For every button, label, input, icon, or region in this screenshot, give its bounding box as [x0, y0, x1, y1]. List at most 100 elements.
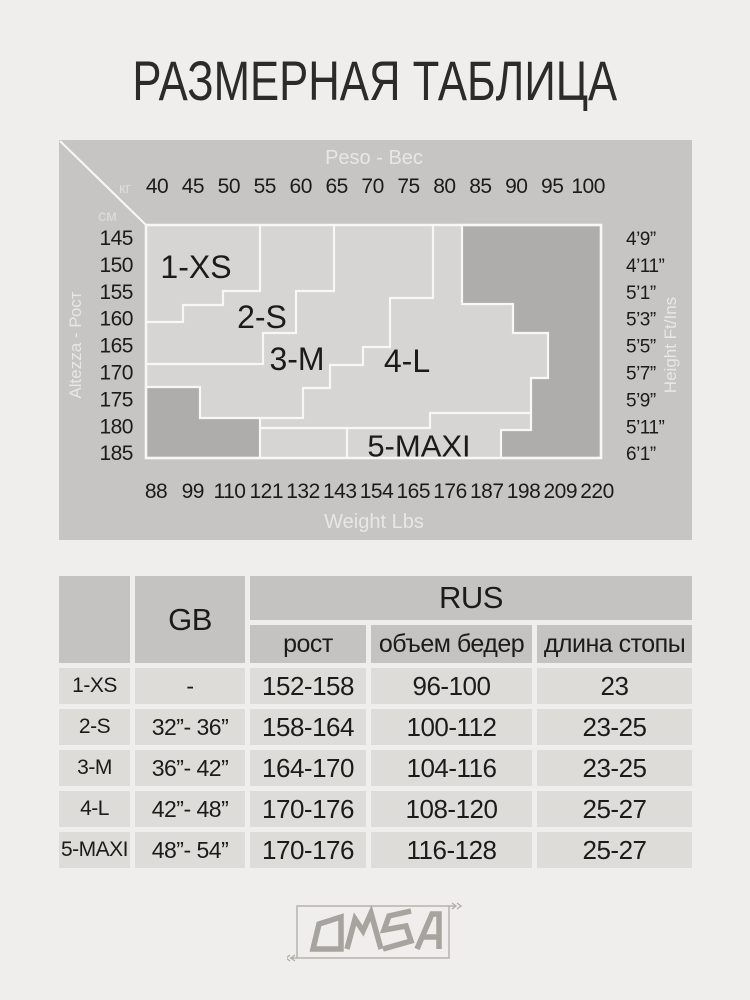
- zone-label-2s: 2-S: [237, 299, 287, 335]
- row-size-label: 3-M: [59, 750, 130, 786]
- kg-tick-label: 40: [146, 175, 168, 198]
- row-gb-value: 36”- 42”: [135, 750, 245, 786]
- lbs-tick-label: 121: [249, 480, 283, 503]
- right-axis-title: Height Ft/Ins: [661, 297, 680, 393]
- logo-wordmark: [309, 904, 442, 952]
- kg-tick-label: 90: [505, 175, 527, 198]
- cm-tick-label: 160: [99, 308, 133, 331]
- kg-unit-label: кг: [119, 180, 132, 197]
- kg-tick-label: 95: [541, 175, 563, 198]
- lbs-ticks: 88 99 110 121 132 143 154 165 176 187 198 209 220: [145, 480, 614, 503]
- left-axis-title: Altezza - Рост: [66, 291, 85, 398]
- zone-label-3m: 3-M: [269, 341, 324, 377]
- kg-tick-label: 100: [571, 175, 605, 198]
- ft-tick-label: 5’9”: [626, 390, 656, 411]
- row-gb-value: 42”- 48”: [135, 791, 245, 827]
- row-rost-value: 170-176: [250, 791, 366, 827]
- kg-tick-label: 55: [254, 175, 276, 198]
- kg-tick-label: 80: [433, 175, 455, 198]
- logo-letter-s: [379, 908, 415, 952]
- kg-tick-label: 60: [290, 175, 312, 198]
- cm-tick-label: 185: [99, 442, 133, 465]
- row-foot-value: 23-25: [537, 750, 692, 786]
- brand-logo: [284, 896, 463, 972]
- zone-label-4l: 4-L: [384, 343, 430, 379]
- table-header-rost: рост: [250, 625, 366, 663]
- boundary-xs-s: [146, 225, 262, 324]
- row-rost-value: 170-176: [250, 832, 366, 868]
- row-foot-value: 23-25: [537, 709, 692, 745]
- kg-tick-label: 85: [469, 175, 491, 198]
- logo-letter-o: [309, 913, 344, 952]
- lbs-tick-label: 88: [145, 480, 167, 503]
- lbs-tick-label: 187: [470, 480, 504, 503]
- boundary-maxi-top: [260, 411, 531, 430]
- row-hips-value: 116-128: [371, 832, 532, 868]
- row-hips-value: 100-112: [371, 709, 532, 745]
- logo-frame-rect: [296, 905, 450, 959]
- row-hips-value: 108-120: [371, 791, 532, 827]
- corner-diagonal-line: [59, 140, 147, 226]
- cm-ticks: 145 150 155 160 165 170 175 180 185: [99, 227, 133, 465]
- ft-tick-label: 6’1”: [626, 444, 656, 465]
- row-foot-value: 25-27: [537, 791, 692, 827]
- ft-tick-label: 5’5”: [626, 337, 656, 358]
- cm-tick-label: 175: [99, 388, 133, 411]
- row-rost-value: 164-170: [250, 750, 366, 786]
- row-size-label: 5-MAXI: [59, 832, 130, 868]
- boundary-m-l: [260, 225, 435, 420]
- lbs-tick-label: 209: [543, 480, 577, 503]
- kg-tick-label: 75: [397, 175, 419, 198]
- ft-tick-label: 5’1”: [626, 283, 656, 304]
- lbs-tick-label: 220: [580, 480, 614, 503]
- kg-tick-label: 50: [218, 175, 240, 198]
- row-gb-value: -: [135, 668, 245, 704]
- size-zone-map-svg: Peso - Вес Weight Lbs Altezza - Рост Hei…: [59, 140, 692, 540]
- page-title-text: РАЗМЕРНАЯ ТАБЛИЦА: [132, 49, 618, 112]
- size-table: GB RUS рост объем бедер длина стопы 1-XS…: [59, 576, 692, 868]
- table-corner-cell: [59, 576, 130, 663]
- table-header-rus: RUS: [250, 576, 692, 620]
- logo-letter-a: [414, 911, 442, 951]
- ft-tick-label: 4’9”: [626, 229, 656, 250]
- kg-tick-label: 70: [361, 175, 383, 198]
- lbs-tick-label: 99: [182, 480, 204, 503]
- top-axis-title: Peso - Вес: [325, 147, 423, 169]
- row-rost-value: 152-158: [250, 668, 366, 704]
- boundary-s-m: [146, 225, 336, 366]
- cm-tick-label: 155: [99, 281, 133, 304]
- logo-letter-m: [344, 904, 384, 950]
- lbs-tick-label: 176: [433, 480, 467, 503]
- table-header-hips: объем бедер: [371, 625, 532, 663]
- lbs-tick-label: 132: [286, 480, 320, 503]
- cm-tick-label: 165: [99, 335, 133, 358]
- row-size-label: 2-S: [59, 709, 130, 745]
- ft-ticks: 4’9” 4’11” 5’1” 5’3” 5’5” 5’7” 5’9” 5’11” 6’1”: [626, 229, 665, 465]
- cm-tick-label: 150: [99, 254, 133, 277]
- cm-tick-label: 170: [99, 362, 133, 385]
- row-foot-value: 25-27: [537, 832, 692, 868]
- row-hips-value: 104-116: [371, 750, 532, 786]
- bottom-axis-title: Weight Lbs: [324, 511, 424, 533]
- row-foot-value: 23: [537, 668, 692, 704]
- lbs-tick-label: 110: [214, 480, 246, 503]
- kg-tick-label: 65: [325, 175, 347, 198]
- ft-tick-label: 4’11”: [626, 256, 665, 277]
- cm-tick-label: 145: [99, 227, 133, 250]
- size-zone-map: Peso - Вес Weight Lbs Altezza - Рост Hei…: [59, 140, 692, 540]
- plot-border: [144, 223, 603, 460]
- ft-tick-label: 5’11”: [626, 417, 665, 438]
- row-gb-value: 48”- 54”: [135, 832, 245, 868]
- page-title: РАЗМЕРНАЯ ТАБЛИЦА: [0, 48, 750, 113]
- row-gb-value: 32”- 36”: [135, 709, 245, 745]
- row-hips-value: 96-100: [371, 668, 532, 704]
- ft-tick-label: 5’3”: [626, 310, 656, 331]
- ft-tick-label: 5’7”: [626, 364, 656, 385]
- table-header-foot: длина стопы: [537, 625, 692, 663]
- zone-label-5maxi: 5-MAXI: [367, 429, 470, 464]
- lbs-tick-label: 198: [507, 480, 541, 503]
- cm-unit-label: см: [98, 208, 117, 225]
- lbs-tick-label: 165: [396, 480, 430, 503]
- table-header-gb: GB: [135, 576, 245, 663]
- row-size-label: 1-XS: [59, 668, 130, 704]
